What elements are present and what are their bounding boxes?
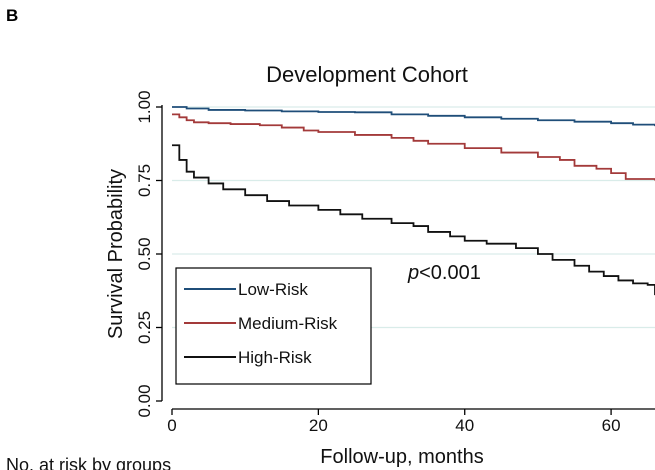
p-value-prefix: p [407, 262, 419, 284]
y-tick-label: 0.50 [135, 237, 154, 270]
y-axis-label: Survival Probability [105, 169, 127, 339]
x-tick-label: 20 [309, 416, 328, 435]
x-tick-label: 40 [455, 416, 474, 435]
legend-label: Low-Risk [238, 280, 308, 299]
x-tick-label: 60 [602, 416, 621, 435]
x-axis-label: Follow-up, months [320, 446, 483, 468]
footer-note: No. at risk by groups [6, 455, 171, 470]
series-layer [172, 106, 655, 296]
y-tick-label: 0.75 [135, 164, 154, 197]
y-tick-label: 0.25 [135, 311, 154, 344]
legend-items: Low-Risk Medium-Risk High-Risk [184, 280, 338, 367]
p-value-annotation: p<0.001 [407, 262, 481, 284]
p-value-rest: <0.001 [419, 262, 481, 284]
low-risk-curve [172, 106, 655, 127]
legend-label: High-Risk [238, 348, 312, 367]
legend-label: Medium-Risk [238, 314, 338, 333]
medium-risk-curve [172, 113, 655, 181]
y-tick-label: 0.00 [135, 384, 154, 417]
high-risk-curve [172, 144, 655, 296]
x-tick-label: 0 [167, 416, 176, 435]
y-tick-label: 1.00 [135, 90, 154, 123]
legend: Low-Risk Medium-Risk High-Risk [175, 267, 372, 385]
chart-title: Development Cohort [266, 62, 468, 87]
legend-box [175, 267, 372, 385]
axes-layer: 0.00 0.25 0.50 0.75 1.00 0 20 40 60 [135, 90, 655, 435]
panel-label: B [6, 6, 19, 25]
